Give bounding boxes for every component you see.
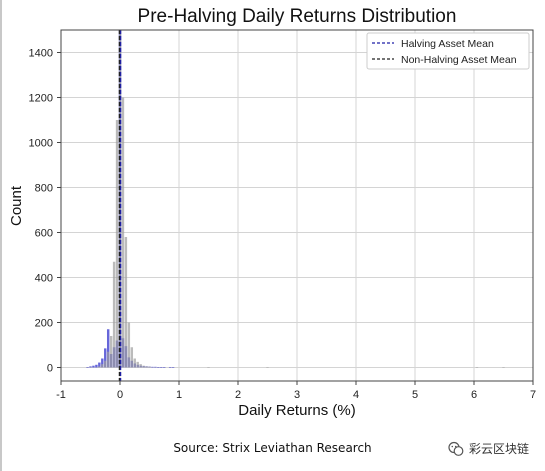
tick-labels: -1 0 1 2 3 4 5 6 7 0 200 400 600 800 1000 1200 1400 (29, 48, 537, 402)
watermark: 彩云区块链 (448, 440, 529, 457)
histogram-bar (133, 358, 136, 368)
page-left-border (0, 0, 2, 471)
histogram-bar (502, 367, 505, 368)
x-axis-label: Daily Returns (%) (238, 402, 356, 419)
x-tick-label: 6 (471, 389, 477, 401)
histogram-bar (142, 365, 145, 368)
histogram-bar (475, 367, 479, 368)
x-tick-label: -1 (56, 389, 66, 401)
histogram-bar (115, 120, 119, 368)
x-tick-label: 5 (412, 389, 418, 401)
histogram-bar (109, 336, 113, 368)
y-tick-label: 400 (35, 273, 53, 285)
y-tick-label: 200 (35, 318, 53, 330)
histogram-bar (154, 366, 157, 368)
histogram-bar (101, 358, 104, 368)
histogram-bar (92, 365, 95, 368)
histogram-bar (160, 367, 163, 368)
mean-lines (118, 30, 122, 381)
histogram-bar (207, 367, 210, 368)
histogram-bar (124, 237, 128, 368)
histogram-bar (171, 367, 175, 368)
histogram-bar (98, 362, 101, 368)
y-tick-label: 1400 (29, 48, 53, 60)
histogram-bar (139, 364, 142, 368)
x-tick-label: 4 (353, 389, 359, 401)
histogram-bar (106, 351, 110, 368)
chart-title: Pre-Halving Daily Returns Distribution (138, 6, 457, 27)
histogram-bar (127, 322, 131, 368)
legend-label-non-halving-mean: Non-Halving Asset Mean (401, 54, 517, 66)
histogram-bar (89, 366, 92, 368)
x-tick-label: 7 (530, 389, 536, 401)
histogram-bar (112, 261, 116, 368)
histogram-bar (98, 366, 101, 368)
histogram-bar (266, 367, 269, 368)
x-tick-label: 3 (294, 389, 300, 401)
y-tick-label: 1200 (29, 93, 53, 105)
histogram-bar (157, 367, 160, 368)
legend-box (366, 32, 530, 70)
y-axis-label: Count (8, 185, 25, 226)
x-tick-label: 0 (117, 389, 123, 401)
histogram-bar (130, 347, 134, 368)
legend-label-halving-mean: Halving Asset Mean (401, 38, 494, 50)
watermark-text: 彩云区块链 (468, 442, 529, 456)
histogram-bar (101, 364, 104, 368)
wechat-logo-icon (448, 441, 464, 456)
histogram-bar (121, 97, 125, 368)
x-tick-label: 2 (235, 389, 241, 401)
source-caption: Source: Strix Leviathan Research (173, 441, 372, 455)
histogram-bar (148, 366, 151, 368)
histogram-bar (106, 329, 110, 368)
histogram-bar (104, 348, 107, 368)
y-tick-label: 600 (35, 228, 53, 240)
y-tick-label: 1000 (29, 138, 53, 150)
x-tick-label: 1 (176, 389, 182, 401)
y-tick-label: 800 (35, 183, 53, 195)
chart-legend: Halving Asset Mean Non-Halving Asset Mea… (366, 32, 530, 70)
histogram-bar (136, 361, 139, 368)
histogram-bar (145, 366, 148, 368)
histogram-bar (86, 367, 89, 368)
histogram-bar (151, 366, 154, 368)
histogram-bar (168, 367, 172, 368)
y-tick-label: 0 (47, 363, 53, 375)
histogram-bar (104, 360, 107, 368)
histogram-bar (163, 367, 166, 368)
histogram-bar (95, 364, 98, 368)
